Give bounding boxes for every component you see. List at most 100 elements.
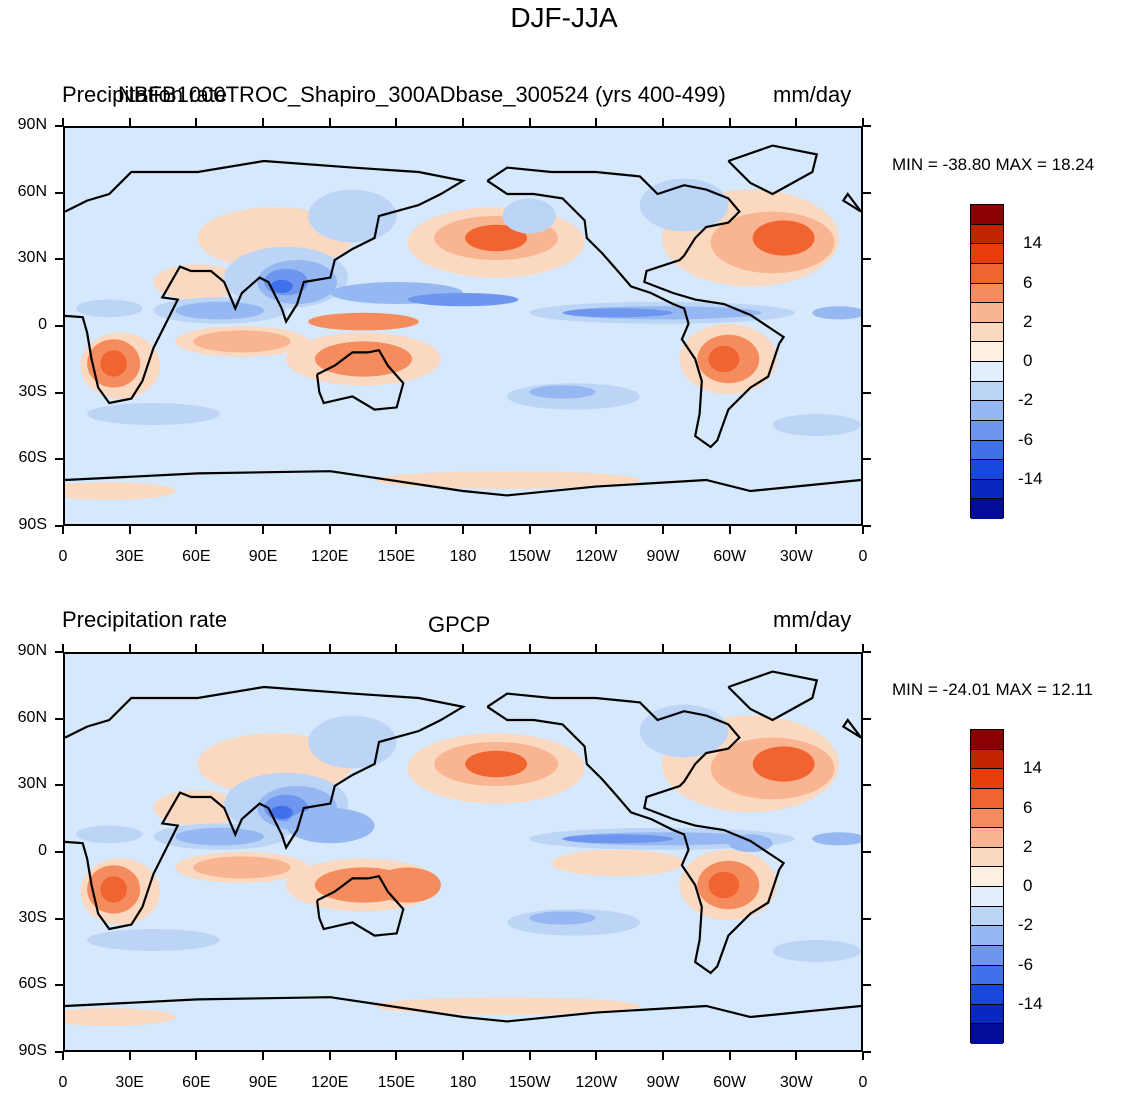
lon-tick-label: 180 xyxy=(449,548,477,565)
anomaly-contour xyxy=(308,715,397,769)
colorbar-swatch xyxy=(971,205,1003,225)
lat-tick xyxy=(55,525,63,527)
colorbar-label: 6 xyxy=(1023,272,1033,292)
coastline xyxy=(315,348,405,411)
map-canvas xyxy=(65,654,861,1050)
coastline xyxy=(65,685,466,931)
lon-tick xyxy=(262,118,264,126)
map-canvas xyxy=(65,128,861,524)
anomaly-contour xyxy=(529,911,596,925)
lat-tick xyxy=(863,851,871,853)
lat-tick xyxy=(863,525,871,527)
lon-tick xyxy=(128,1052,131,1060)
anomaly-contour xyxy=(65,1008,176,1026)
anomaly-contour xyxy=(193,856,291,879)
colorbar-swatch xyxy=(971,926,1003,946)
anomaly-contour xyxy=(175,827,264,846)
panel1-left-label: Precipitation rate xyxy=(62,82,228,107)
anomaly-contour xyxy=(76,825,143,844)
panel1-right-label: mm/day xyxy=(773,82,852,107)
anomaly-contour xyxy=(87,403,220,425)
lon-tick-label: 0 xyxy=(858,1074,868,1091)
lat-tick-label: 60S xyxy=(18,975,47,993)
anomaly-contour xyxy=(752,746,815,782)
anomaly-contour xyxy=(175,301,264,320)
lon-tick xyxy=(595,118,598,126)
anomaly-contour xyxy=(639,704,729,758)
lat-tick xyxy=(863,784,871,787)
colorbar-swatch xyxy=(971,381,1003,402)
colorbar-swatch xyxy=(971,887,1003,907)
colorbar-label: 6 xyxy=(1023,797,1033,817)
colorbar-label: 14 xyxy=(1023,758,1042,778)
lon-tick-label: 120E xyxy=(310,1074,349,1091)
colorbar-swatch xyxy=(971,362,1003,382)
coastline xyxy=(486,166,786,449)
anomaly-contour xyxy=(76,299,143,318)
lon-tick xyxy=(128,118,131,126)
anomaly-contour xyxy=(562,834,674,844)
anomaly-contour xyxy=(314,341,413,377)
lon-tick xyxy=(328,644,331,652)
anomaly-contour xyxy=(465,750,528,778)
lon-tick-label: 150W xyxy=(508,548,551,565)
lon-tick-label: 150W xyxy=(508,1074,551,1091)
coastline xyxy=(65,159,466,405)
lon-tick xyxy=(262,526,264,534)
colorbar-swatch xyxy=(971,985,1003,1005)
anomaly-contour xyxy=(465,224,528,252)
lon-tick xyxy=(728,644,731,652)
colorbar-swatch xyxy=(971,322,1003,343)
colorbar-swatch xyxy=(971,342,1003,362)
colorbar-label: 0 xyxy=(1023,876,1033,895)
lon-tick-label: 30E xyxy=(115,1074,144,1091)
lon-tick xyxy=(62,1052,64,1060)
colorbar-swatch xyxy=(971,303,1003,323)
lon-tick-label: 120E xyxy=(310,548,349,565)
lat-tick xyxy=(863,917,871,920)
colorbar-label: 0 xyxy=(1023,351,1033,370)
colorbar-swatch xyxy=(971,965,1003,986)
lat-tick-label: 0 xyxy=(38,842,47,859)
lon-tick xyxy=(462,644,464,652)
anomaly-contour xyxy=(639,178,729,232)
panel2-left-label: Precipitation rate xyxy=(62,607,228,632)
coastline xyxy=(65,996,861,1023)
lat-tick-label: 30S xyxy=(18,382,47,400)
lat-tick xyxy=(55,651,63,653)
anomaly-contour xyxy=(193,330,291,353)
anomaly-contour xyxy=(708,871,740,899)
lon-tick xyxy=(395,118,398,126)
lon-tick-label: 90W xyxy=(646,548,680,565)
lon-tick-label: 90E xyxy=(248,548,278,565)
lon-tick-label: 90E xyxy=(248,1074,278,1091)
colorbar-swatch xyxy=(971,401,1003,421)
anomaly-contour xyxy=(100,876,127,903)
lat-tick xyxy=(863,191,871,194)
lat-tick xyxy=(863,1051,871,1053)
lon-tick xyxy=(595,1052,598,1060)
coastline xyxy=(65,470,861,497)
colorbar-swatch xyxy=(971,945,1003,966)
anomaly-contour xyxy=(772,414,861,436)
coastline xyxy=(727,144,819,196)
lat-tick xyxy=(55,258,63,261)
lat-tick xyxy=(863,258,871,261)
lat-tick xyxy=(55,717,63,720)
colorbar-swatch xyxy=(971,867,1003,887)
lon-tick xyxy=(795,526,798,534)
lon-tick xyxy=(795,118,798,126)
anomaly-contour xyxy=(562,308,674,318)
colorbar-swatch xyxy=(971,283,1003,304)
lon-tick xyxy=(195,1052,198,1060)
lat-tick xyxy=(55,191,63,194)
anomaly-contour xyxy=(270,805,293,819)
lat-tick-label: 90N xyxy=(17,642,47,659)
panel1-stats: MIN = -38.80 MAX = 18.24 xyxy=(892,155,1095,174)
lon-tick xyxy=(528,644,531,652)
colorbar-label: 14 xyxy=(1023,233,1042,253)
lat-tick xyxy=(863,984,871,987)
lon-tick xyxy=(195,118,198,126)
lat-tick xyxy=(55,125,63,127)
colorbar-swatch xyxy=(971,749,1003,770)
